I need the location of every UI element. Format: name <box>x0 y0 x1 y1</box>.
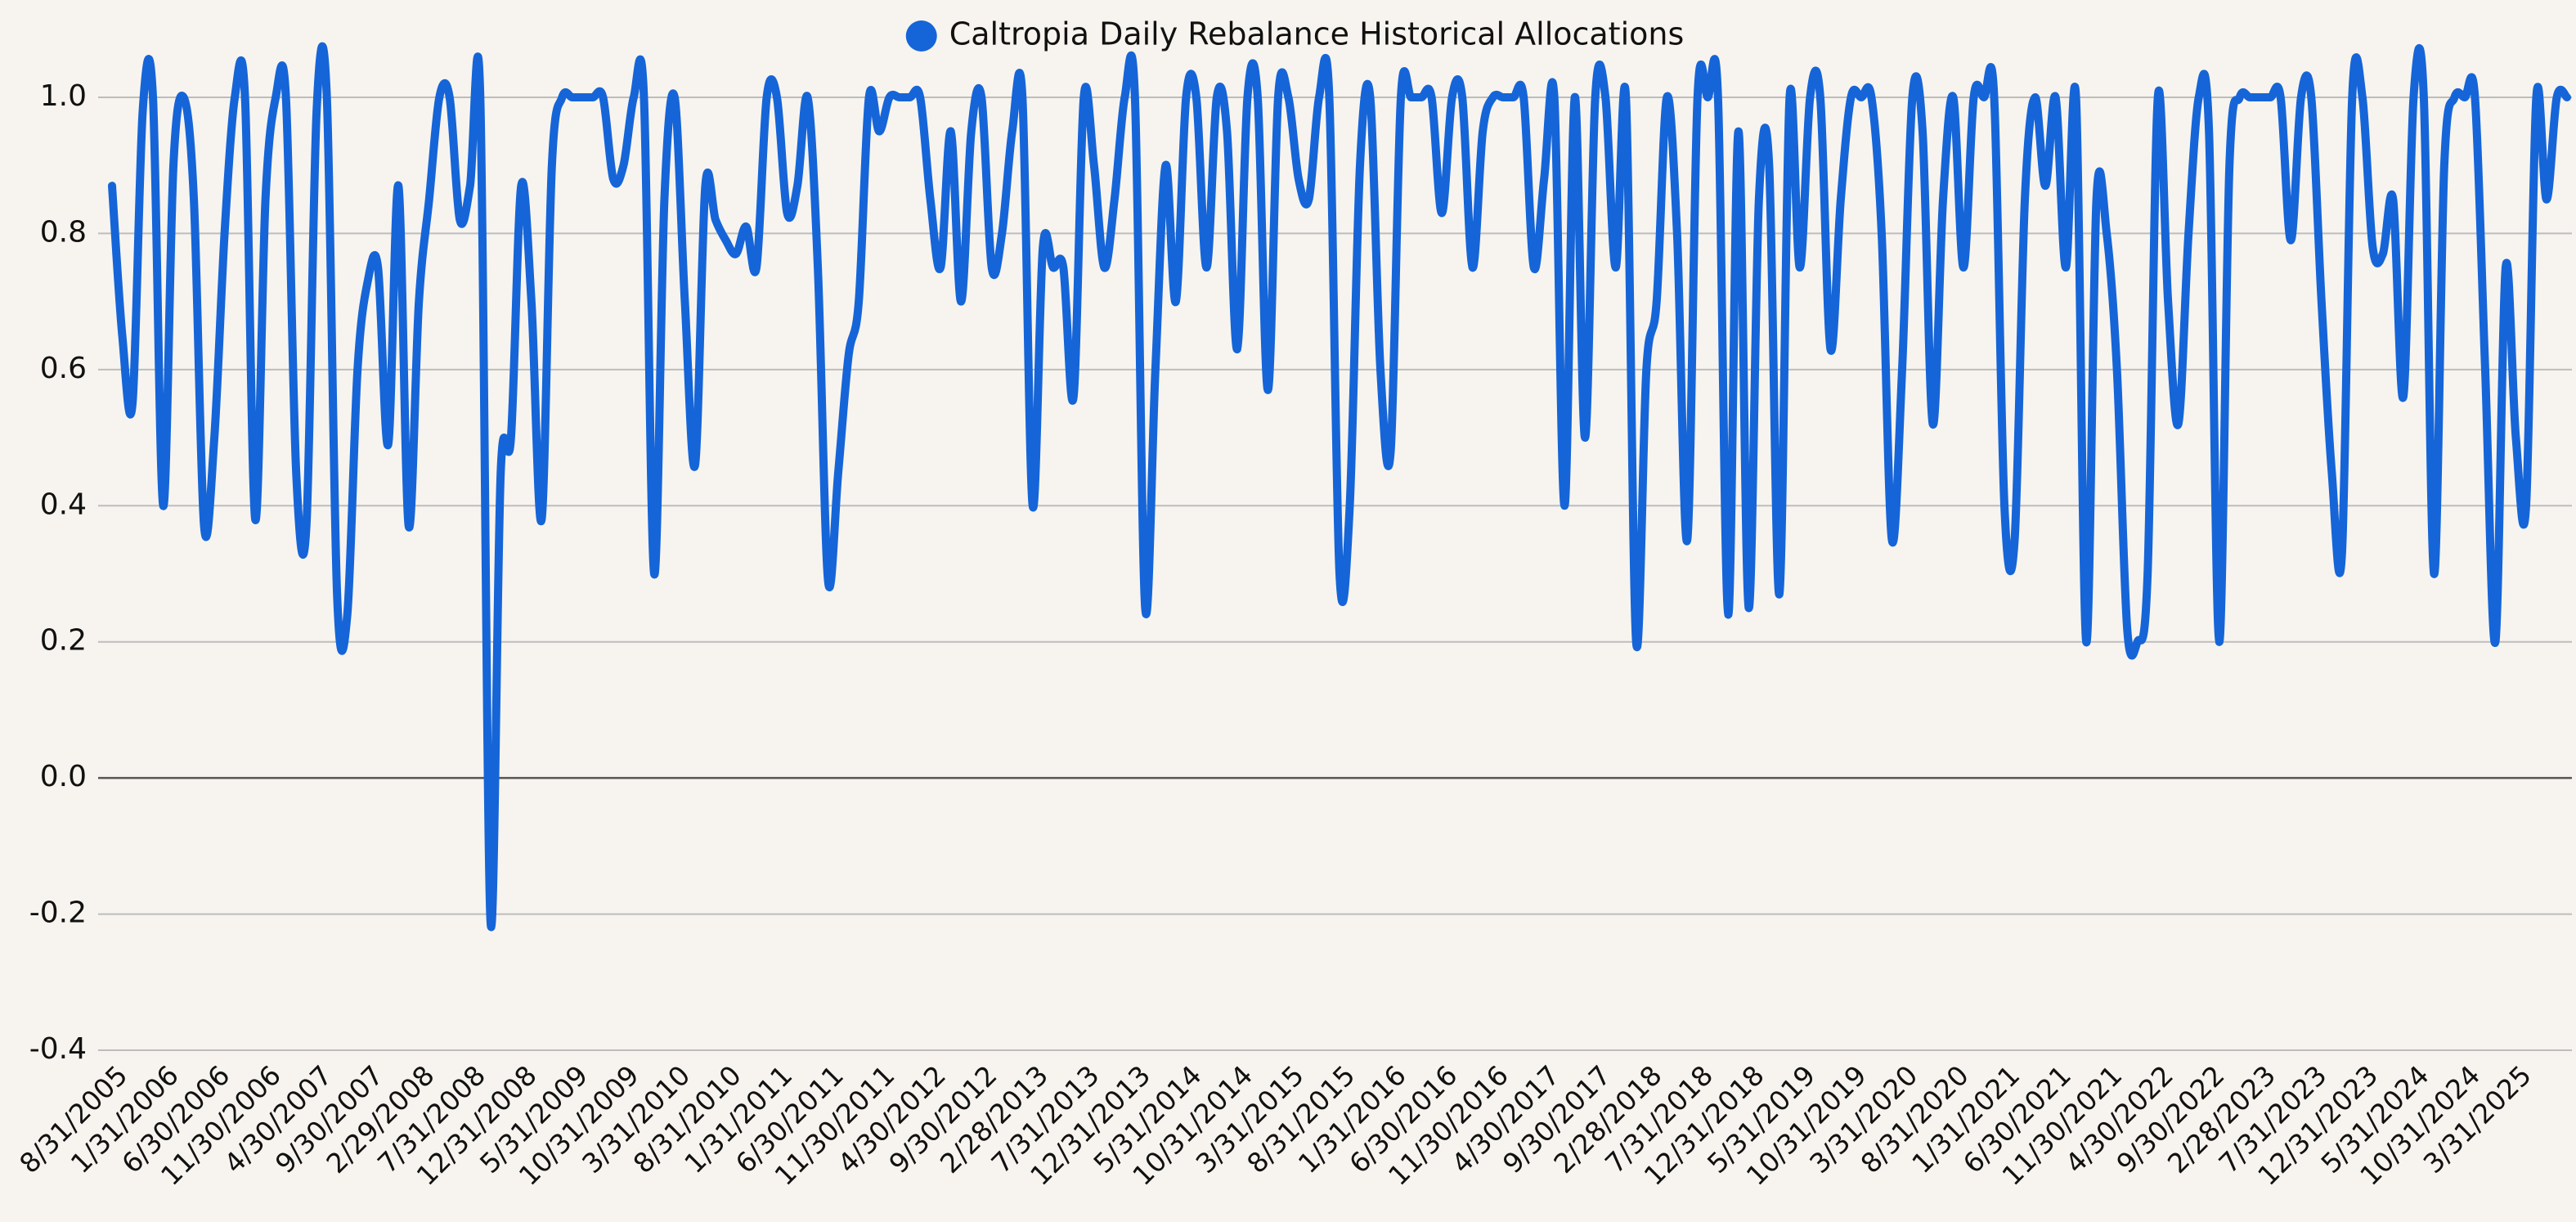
y-tick-label: -0.2 <box>29 896 87 930</box>
series-line <box>108 42 2571 932</box>
y-tick-label: 0.8 <box>40 215 87 249</box>
y-tick-label: -0.4 <box>29 1032 87 1066</box>
y-tick-label: 0.4 <box>40 487 87 521</box>
y-tick-label: 0.2 <box>40 624 87 658</box>
legend-label: Caltropia Daily Rebalance Historical All… <box>949 16 1685 52</box>
legend-marker <box>905 20 937 52</box>
y-tick-label: 1.0 <box>40 79 87 113</box>
legend: Caltropia Daily Rebalance Historical All… <box>905 16 1685 52</box>
y-tick-label: 0.0 <box>40 760 87 793</box>
y-tick-label: 0.6 <box>40 352 87 385</box>
